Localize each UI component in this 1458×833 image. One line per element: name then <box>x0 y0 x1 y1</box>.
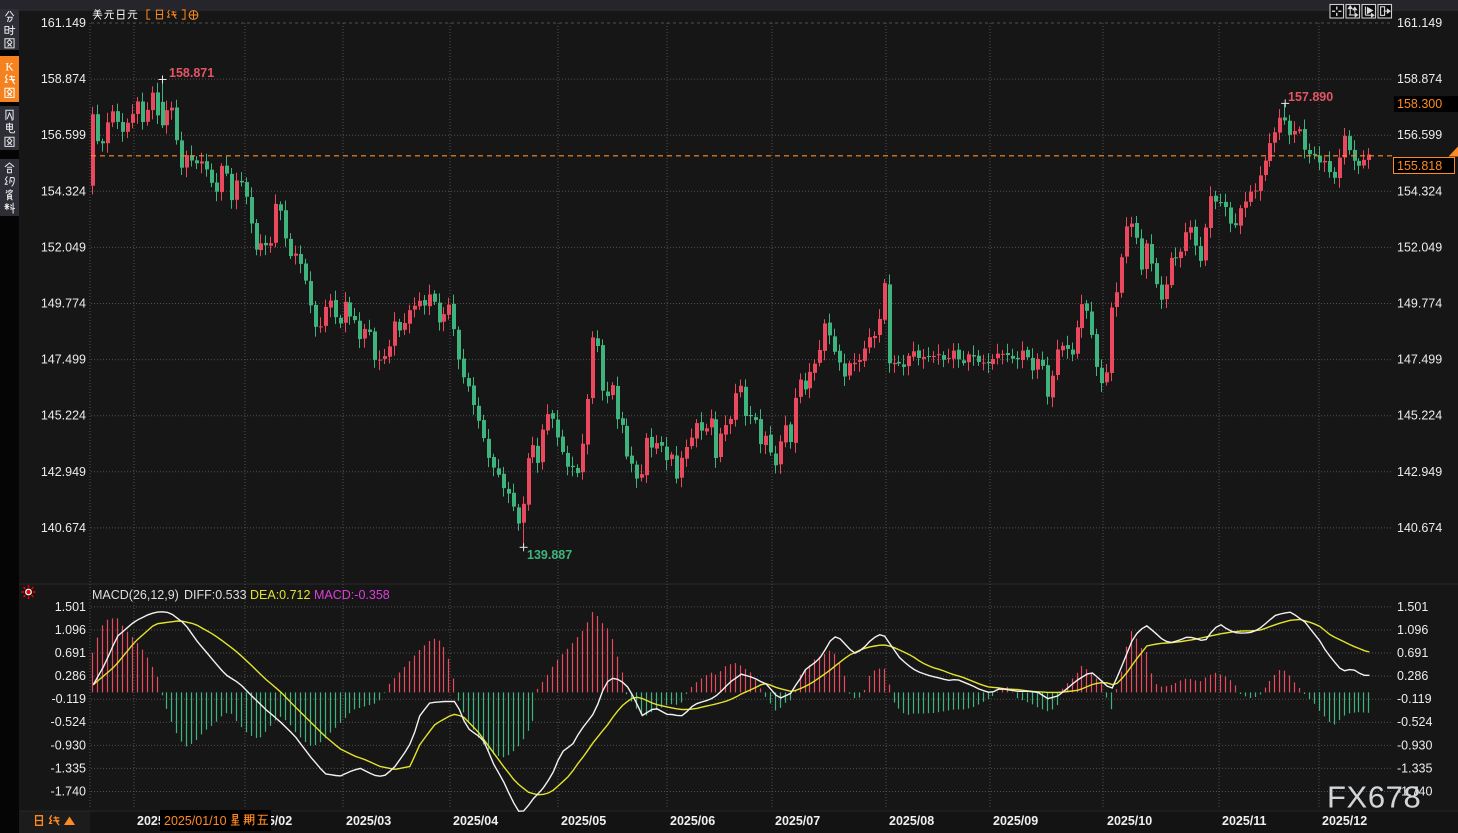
svg-text:2025/01/10: 2025/01/10 <box>164 814 227 828</box>
svg-text:154.324: 154.324 <box>41 184 86 198</box>
svg-text:156.599: 156.599 <box>41 128 86 142</box>
svg-text:2025/06: 2025/06 <box>670 814 715 828</box>
svg-text:140.674: 140.674 <box>1397 521 1442 535</box>
svg-text:0.286: 0.286 <box>1397 669 1428 683</box>
svg-text:2025/09: 2025/09 <box>993 814 1038 828</box>
svg-text:157.890: 157.890 <box>1288 90 1333 104</box>
svg-text:-1.740: -1.740 <box>51 785 86 799</box>
svg-text:155.818: 155.818 <box>1397 159 1442 173</box>
svg-text:139.887: 139.887 <box>527 548 572 562</box>
svg-text:1.501: 1.501 <box>1397 600 1428 614</box>
svg-text:DEA:0.712: DEA:0.712 <box>250 588 311 602</box>
svg-text:2025/11: 2025/11 <box>1222 814 1267 828</box>
svg-text:149.774: 149.774 <box>41 297 86 311</box>
svg-text:147.499: 147.499 <box>41 353 86 367</box>
svg-text:145.224: 145.224 <box>41 409 86 423</box>
svg-text:2025/07: 2025/07 <box>775 814 820 828</box>
svg-text:-1.740: -1.740 <box>1397 785 1432 799</box>
svg-text:DIFF:0.533: DIFF:0.533 <box>184 588 247 602</box>
svg-text:K: K <box>5 62 14 74</box>
svg-text:149.774: 149.774 <box>1397 297 1442 311</box>
svg-text:MACD:-0.358: MACD:-0.358 <box>314 588 390 602</box>
svg-text:156.599: 156.599 <box>1397 128 1442 142</box>
svg-text:-0.524: -0.524 <box>51 715 86 729</box>
svg-text:2025/08: 2025/08 <box>889 814 934 828</box>
svg-text:158.300: 158.300 <box>1397 97 1442 111</box>
svg-text:0.286: 0.286 <box>55 669 86 683</box>
svg-text:161.149: 161.149 <box>1397 16 1442 30</box>
svg-text:2025/12: 2025/12 <box>1322 814 1367 828</box>
svg-text:2025/05: 2025/05 <box>561 814 606 828</box>
svg-text:1.501: 1.501 <box>55 600 86 614</box>
svg-text:147.499: 147.499 <box>1397 353 1442 367</box>
svg-text:142.949: 142.949 <box>1397 465 1442 479</box>
svg-text:158.874: 158.874 <box>1397 72 1442 86</box>
svg-text:1.096: 1.096 <box>1397 623 1428 637</box>
svg-text:154.324: 154.324 <box>1397 184 1442 198</box>
svg-text:145.224: 145.224 <box>1397 409 1442 423</box>
svg-text:1.096: 1.096 <box>55 623 86 637</box>
svg-text:-0.930: -0.930 <box>1397 738 1432 752</box>
svg-text:161.149: 161.149 <box>41 16 86 30</box>
svg-text:158.871: 158.871 <box>169 66 214 80</box>
svg-text:152.049: 152.049 <box>1397 240 1442 254</box>
svg-text:2025/03: 2025/03 <box>346 814 391 828</box>
svg-text:-0.119: -0.119 <box>51 692 86 706</box>
svg-text:-0.119: -0.119 <box>1397 692 1432 706</box>
svg-text:2025/04: 2025/04 <box>453 814 498 828</box>
svg-text:2025/10: 2025/10 <box>1107 814 1152 828</box>
svg-text:MACD(26,12,9): MACD(26,12,9) <box>92 588 179 602</box>
svg-text:0.691: 0.691 <box>1397 646 1428 660</box>
svg-text:FX678: FX678 <box>1327 780 1421 815</box>
svg-text:0.691: 0.691 <box>55 646 86 660</box>
svg-text:-0.524: -0.524 <box>1397 715 1432 729</box>
svg-text:-1.335: -1.335 <box>1397 761 1432 775</box>
svg-text:-1.335: -1.335 <box>51 761 86 775</box>
svg-text:142.949: 142.949 <box>41 465 86 479</box>
svg-text:152.049: 152.049 <box>41 240 86 254</box>
svg-text:158.874: 158.874 <box>41 72 86 86</box>
svg-text:140.674: 140.674 <box>41 521 86 535</box>
svg-text:-0.930: -0.930 <box>51 738 86 752</box>
